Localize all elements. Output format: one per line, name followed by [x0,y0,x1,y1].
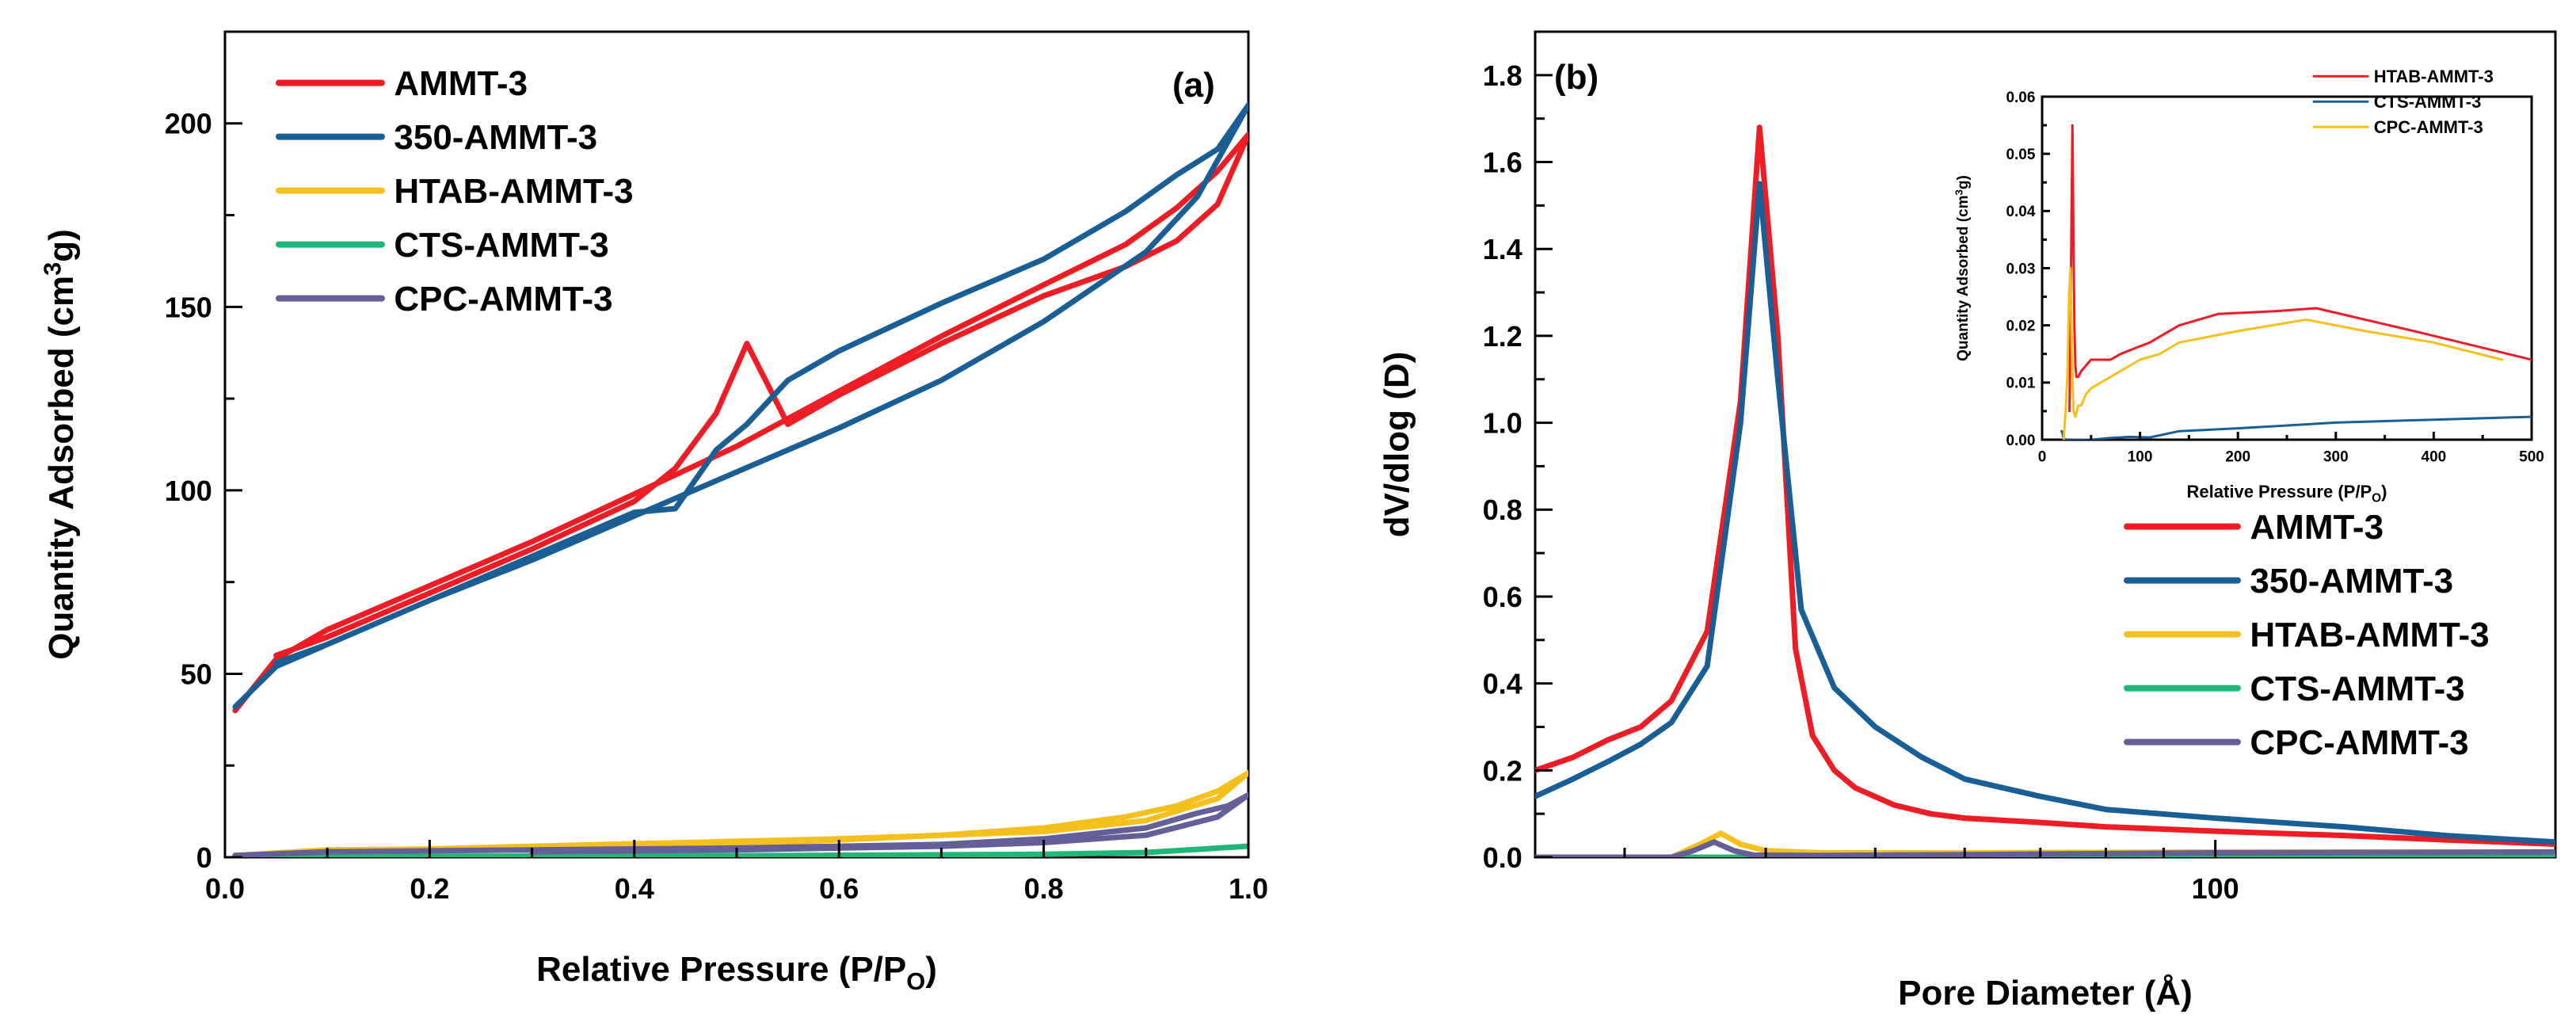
series-line-ammt-3 [1535,124,2555,847]
x-tick-label: 0.2 [410,872,449,905]
legend-entry-label: 350-AMMT-3 [2250,562,2453,601]
x-axis-title-sub: O [906,967,925,995]
legend-entry-label: CTS-AMMT-3 [2374,92,2482,112]
panel-label: (b) [1554,58,1599,97]
series-line-cts-ammt-3 [1535,852,2555,857]
y-tick-label: 0.8 [1483,494,1522,526]
x-axis-title: Relative Pressure (P/PO) [2187,482,2387,505]
y-tick-label: 0.03 [2006,261,2035,277]
y-tick-label: 0.0 [1483,841,1522,874]
legend: HTAB-AMMT-3 CTS-AMMT-3 CPC-AMMT-3 [2312,67,2494,137]
y-axis-title: dV/dlog (D) [1378,352,1416,538]
y-tick-label: 1.4 [1483,233,1522,265]
y-tick-label: 1.2 [1483,320,1522,353]
x-axis-title: Pore Diameter (Å) [1898,974,2193,1013]
inset-background [1957,40,2551,515]
x-tick-label: 300 [2323,449,2349,466]
x-tick-label: 200 [2225,449,2250,466]
y-tick-label: 200 [165,108,212,140]
y-axis-title-main: Quantity Adsorbed (cm [1955,195,1972,360]
series-group [232,102,1248,857]
panel-label: (a) [1172,66,1215,105]
legend-entry-label: CTS-AMMT-3 [2250,669,2464,708]
series-line-htab-ammt-3 [232,770,1248,857]
x-tick-label: 1.0 [1229,872,1268,905]
x-tick-label: 0 [2038,449,2047,466]
series-group [1535,124,2555,857]
legend-entry-label: AMMT-3 [394,64,528,103]
x-tick-label: 0.6 [819,872,859,905]
y-axis-title-sup: 3 [1953,189,1964,195]
y-tick-label: 0.2 [1483,754,1522,787]
x-tick-label: 0.4 [615,872,654,905]
panel-b-pore-distribution-chart: 100 0.0 0.2 0.4 0.6 0.8 1.0 1.2 1.4 1.6 1.8 Pore Di… [1378,30,2557,1013]
y-tick-label: 0.01 [2006,376,2035,392]
x-axis-title-main: Relative Pressure (P/P [2187,482,2372,502]
x-tick-label: 100 [2192,872,2239,905]
series-group [2060,124,2532,440]
y-tick-label: 0.00 [2006,433,2035,449]
legend-entry-label: HTAB-AMMT-3 [394,172,633,211]
y-tick-label: 0 [196,841,212,874]
panel-a-isotherm-chart: 0.0 0.2 0.4 0.6 0.8 1.0 0 50 100 150 200 Relative P… [39,30,1268,995]
y-tick-label: 0.02 [2006,318,2035,335]
x-axis-title-main: Relative Pressure (P/P [536,950,906,989]
y-axis-title: Quantity Adsorbed (cm3g) [39,229,81,660]
legend-entry-label: CPC-AMMT-3 [394,280,612,318]
y-tick-label: 0.6 [1483,581,1522,613]
y-axis-title-end: g) [42,229,81,262]
x-axis-title-sub: O [2372,492,2381,505]
series-line-350-ammt-3 [1535,181,2555,845]
x-tick-label: 0.8 [1024,872,1064,905]
y-tick-label: 1.8 [1483,59,1522,92]
legend-entry-label: 350-AMMT-3 [394,118,597,157]
legend: AMMT-3 350-AMMT-3 HTAB-AMMT-3 CTS-AMMT-3 CPC… [276,64,634,318]
legend-entry-label: HTAB-AMMT-3 [2250,616,2489,654]
y-tick-label: 0.05 [2006,147,2035,163]
x-tick-label: 500 [2519,449,2544,466]
x-tick-label: 0.0 [205,872,245,905]
x-axis-title-end: ) [925,950,937,989]
series-line-cpc-ammt-3 [1535,839,2555,857]
legend: AMMT-3350-AMMT-3HTAB-AMMT-3CTS-AMMT-3CPC… [2124,508,2490,762]
legend-entry-label: CTS-AMMT-3 [394,226,608,265]
legend-entry-label: HTAB-AMMT-3 [2374,67,2494,86]
y-tick-label: 0.04 [2006,204,2035,220]
x-tick-label: 400 [2422,449,2447,466]
series-line-350-ammt-3 [232,102,1248,710]
series-line-cpc-ammt-3 [2062,267,2504,440]
x-axis-title: Relative Pressure (P/PO) [536,950,937,995]
y-tick-label: 0.06 [2006,90,2035,106]
y-axis-title-sup: 3 [39,262,67,276]
y-tick-label: 50 [181,658,212,690]
legend-entry-label: CPC-AMMT-3 [2374,117,2483,137]
y-axis-title-main: Quantity Adsorbed (cm [42,276,81,660]
legend-entry-label: CPC-AMMT-3 [2250,723,2468,762]
y-tick-label: 1.6 [1483,146,1522,178]
y-tick-label: 150 [165,291,212,323]
y-tick-label: 100 [165,475,212,507]
series-line-ammt-3 [232,132,1248,714]
y-axis-title-end: g) [1955,175,1972,189]
panel-b-inset-chart: 0 100 200 300 400 500 0.00 0.01 0.02 0.03 0.04 0.05… [1953,40,2551,515]
y-axis-title: Quantity Adsorbed (cm3g) [1953,175,1972,361]
y-tick-label: 1.0 [1483,407,1522,440]
series-line-htab-ammt-3 [2068,124,2532,413]
y-tick-label: 0.4 [1483,668,1522,700]
x-tick-label: 100 [2128,449,2153,466]
x-axis-title-end: ) [2381,482,2387,502]
